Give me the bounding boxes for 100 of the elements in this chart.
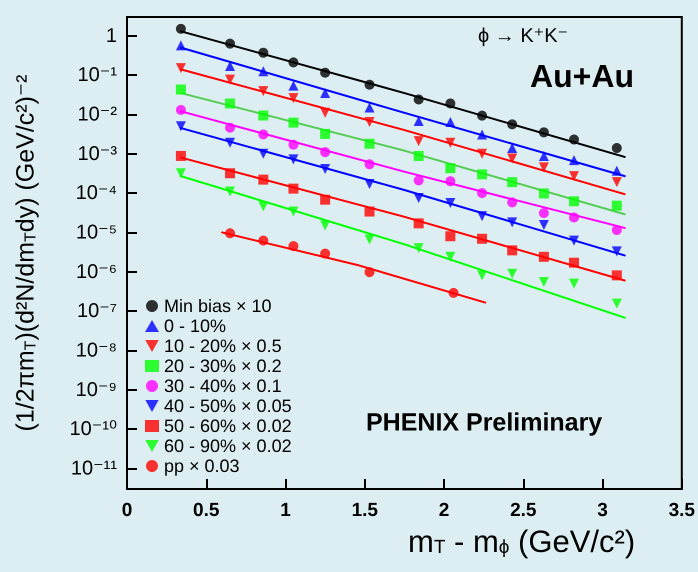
point — [225, 228, 236, 238]
point — [507, 143, 518, 154]
point — [445, 231, 456, 242]
y-tick-label: 10⁻¹¹ — [70, 457, 118, 480]
point — [569, 212, 580, 222]
point — [477, 211, 488, 222]
point — [176, 84, 186, 95]
point — [364, 159, 375, 170]
point — [538, 150, 549, 161]
annotation: PHENIX Preliminary — [366, 408, 602, 436]
point — [320, 108, 330, 118]
point — [477, 110, 488, 121]
point — [477, 270, 488, 280]
point — [176, 121, 186, 132]
point — [364, 206, 375, 217]
y-tick-label: 10⁻⁹ — [76, 378, 117, 401]
annotation: ϕ → K⁺K⁻ — [478, 25, 568, 47]
annotation: Au+Au — [530, 58, 634, 94]
point — [445, 98, 456, 108]
point — [288, 93, 298, 104]
point — [477, 234, 488, 244]
point — [569, 278, 580, 289]
point — [414, 175, 424, 186]
legend-label: 20 - 30% × 0.2 — [164, 356, 282, 376]
point — [538, 276, 549, 287]
point — [364, 80, 375, 90]
point — [414, 150, 424, 161]
point — [288, 140, 298, 150]
point — [320, 147, 330, 158]
point — [414, 218, 424, 228]
point — [364, 138, 375, 149]
point — [320, 164, 330, 174]
legend-label: 40 - 50% × 0.05 — [164, 396, 292, 416]
x-axis-title: mT - mϕ (GeV/c²) — [408, 524, 636, 559]
point — [414, 136, 424, 146]
point — [445, 163, 456, 174]
point — [258, 129, 268, 140]
point — [320, 248, 330, 259]
point — [569, 236, 580, 246]
point — [445, 176, 456, 186]
x-tick-label: 3.5 — [668, 500, 696, 521]
point — [176, 24, 186, 34]
point — [288, 206, 298, 217]
point — [612, 246, 622, 256]
x-tick-label: 1 — [280, 500, 292, 521]
point — [507, 268, 518, 279]
point — [258, 110, 268, 120]
legend-label: 50 - 60% × 0.02 — [164, 416, 292, 436]
point — [176, 168, 186, 178]
point — [320, 220, 330, 231]
point — [176, 40, 186, 50]
y-tick-label: 10⁻⁸ — [76, 339, 117, 362]
legend-label: pp × 0.03 — [164, 456, 240, 476]
point — [445, 138, 456, 148]
point — [225, 122, 236, 133]
y-tick-label: 1 — [106, 24, 117, 47]
point — [569, 171, 580, 182]
point — [507, 217, 518, 228]
point — [258, 236, 268, 246]
point — [288, 241, 298, 252]
point — [225, 38, 236, 49]
point — [445, 198, 456, 208]
x-tick-label: 0 — [122, 500, 132, 521]
y-tick-label: 10⁻⁴ — [76, 182, 117, 204]
point — [507, 153, 518, 164]
point — [288, 154, 298, 164]
point — [320, 194, 330, 205]
point — [364, 102, 375, 113]
point — [507, 177, 518, 188]
point — [612, 200, 622, 211]
point — [612, 177, 622, 188]
point — [569, 258, 580, 268]
y-tick-label: 10⁻⁷ — [76, 300, 117, 322]
point — [288, 80, 298, 91]
point — [445, 117, 456, 128]
point — [364, 267, 375, 278]
x-tick-label: 2.5 — [510, 500, 537, 521]
point — [538, 252, 549, 262]
point — [225, 98, 236, 108]
point — [258, 86, 268, 96]
y-axis-title: (1/2πmT)(d²N/dmTdy) (GeV/c²)⁻² — [12, 74, 40, 432]
x-tick-label: 1.5 — [352, 500, 378, 521]
point — [176, 104, 186, 115]
point — [507, 245, 518, 256]
point — [364, 117, 375, 128]
point — [612, 166, 622, 176]
point — [258, 174, 268, 185]
point — [364, 179, 375, 190]
legend-label: Min bias × 10 — [164, 296, 272, 316]
point — [538, 208, 549, 218]
point — [225, 74, 236, 85]
point — [538, 188, 549, 198]
point — [258, 201, 268, 212]
point — [225, 186, 236, 196]
point — [320, 88, 330, 98]
y-tick-label: 10⁻⁵ — [76, 221, 117, 244]
point — [225, 138, 236, 148]
legend-label: 60 - 90% × 0.02 — [164, 436, 292, 456]
y-tick-label: 10⁻⁶ — [76, 260, 117, 283]
point — [288, 118, 298, 128]
